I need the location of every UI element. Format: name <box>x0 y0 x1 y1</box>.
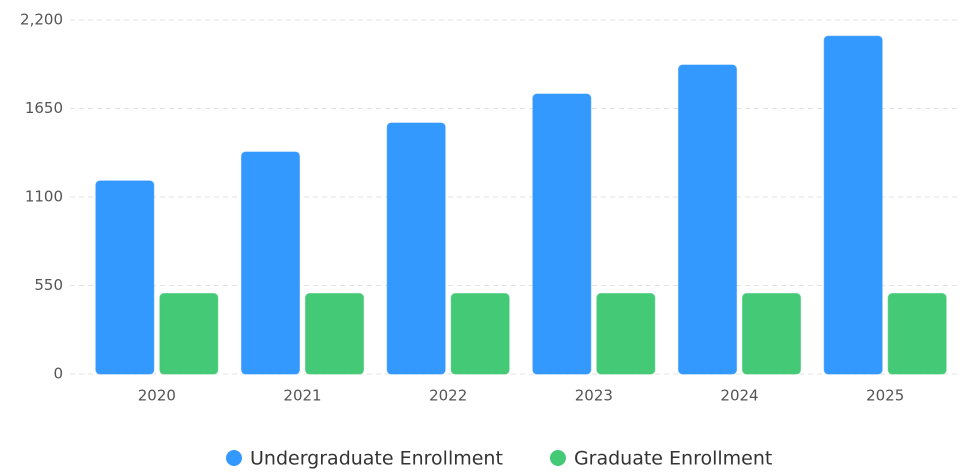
bar <box>678 64 737 375</box>
x-tick-label: 2024 <box>720 387 758 405</box>
x-tick-label: 2021 <box>283 387 321 405</box>
bar <box>742 293 801 375</box>
bar <box>95 180 155 375</box>
y-tick-label: 0 <box>53 365 63 383</box>
x-tick-label: 2022 <box>429 387 467 405</box>
legend: Undergraduate Enrollment Graduate Enrollm… <box>226 448 772 470</box>
bar <box>241 151 300 375</box>
bar <box>596 293 656 375</box>
legend-marker <box>549 450 566 466</box>
bar <box>305 293 364 375</box>
y-tick-label: 1650 <box>25 99 63 117</box>
legend-marker <box>226 450 242 466</box>
y-tick-label: 550 <box>34 276 63 294</box>
bar <box>450 293 510 375</box>
legend-label: Graduate Enrollment <box>574 448 772 470</box>
x-tick-label: 2020 <box>138 387 176 405</box>
x-tick-label: 2023 <box>575 387 613 405</box>
bar <box>532 93 592 375</box>
bar <box>887 293 947 375</box>
x-tick-label: 2025 <box>866 387 904 405</box>
y-tick-label: 2,200 <box>20 11 63 29</box>
bar <box>386 122 446 375</box>
y-tick-label: 1100 <box>25 188 63 206</box>
bar <box>159 293 219 375</box>
legend-label: Undergraduate Enrollment <box>250 448 503 470</box>
bar <box>823 35 883 375</box>
